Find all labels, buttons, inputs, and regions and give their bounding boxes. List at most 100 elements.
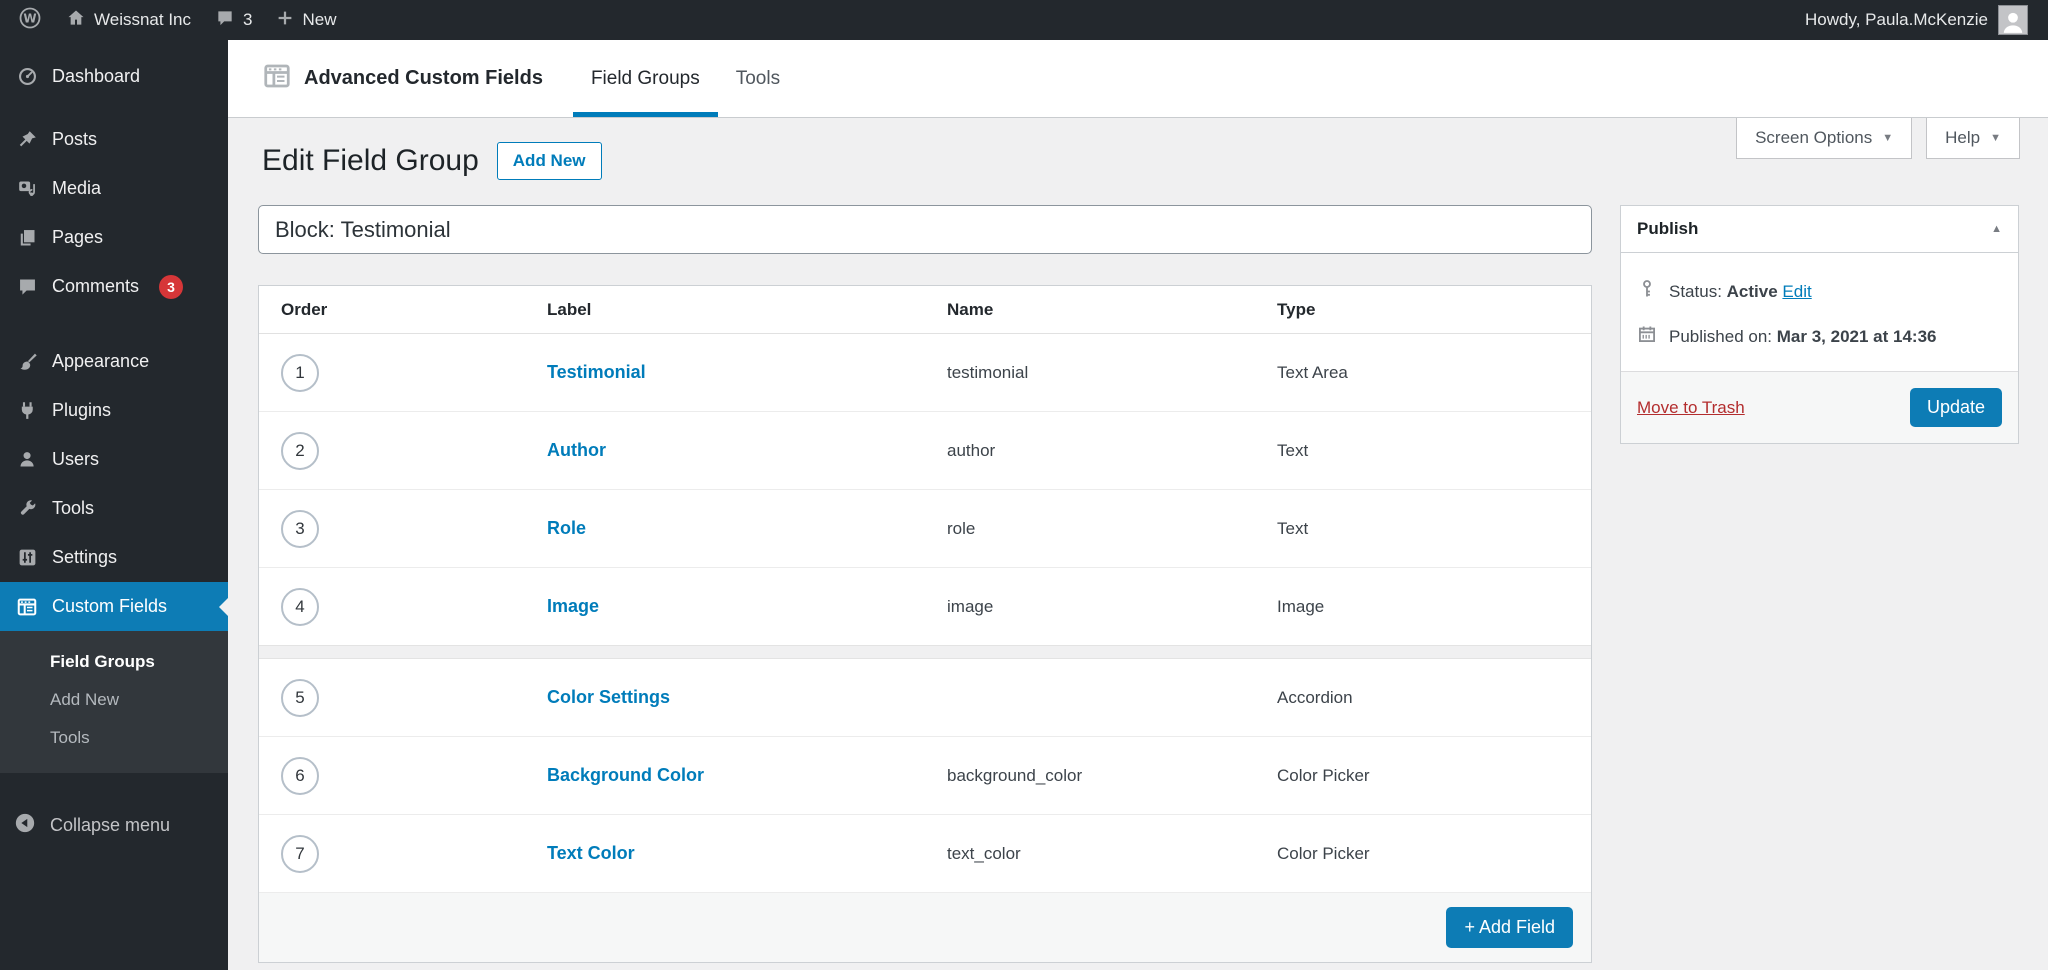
field-group-title-input[interactable] [258,205,1592,254]
publish-box-header[interactable]: Publish ▲ [1621,206,2018,253]
submenu-item-tools[interactable]: Tools [50,728,90,747]
pages-icon [16,227,38,249]
sidebar-item-label: Custom Fields [52,596,168,616]
tab-tools[interactable]: Tools [735,67,781,89]
status-value: Active [1726,281,1778,301]
paintbrush-icon [16,351,38,373]
admin-bar-account[interactable]: Howdy, Paula.McKenzie [1805,5,2032,35]
admin-bar: W Weissnat Inc 3 New Howdy, Paula.McKenz… [0,0,2048,40]
submenu-item-add-new[interactable]: Add New [50,690,119,709]
comments-badge: 3 [159,274,184,299]
add-field-button[interactable]: + Add Field [1446,907,1573,948]
field-label-link[interactable]: Role [547,518,587,538]
avatar[interactable] [1998,5,2028,35]
sidebar-item-label: Media [52,178,102,198]
field-name: image [947,596,994,616]
plus-icon [276,9,294,32]
sidebar-item-pages[interactable]: Pages [0,213,228,262]
order-handle[interactable]: 7 [281,834,319,873]
order-handle[interactable]: 6 [281,756,319,795]
field-name: background_color [947,765,1083,785]
howdy-text: Howdy, Paula.McKenzie [1805,10,1988,29]
move-to-trash-link[interactable]: Move to Trash [1637,397,1745,417]
site-name-link[interactable]: Weissnat Inc [54,0,203,40]
table-footer: + Add Field [259,893,1591,962]
table-row: 6 Background Color background_color Colo… [259,737,1591,815]
order-handle[interactable]: 1 [281,353,319,392]
collapse-menu-button[interactable]: Collapse menu [0,801,228,850]
field-label-link[interactable]: Background Color [547,765,705,785]
field-type: Text [1277,518,1309,538]
dashboard-icon [16,66,38,88]
sidebar-item-label: Pages [52,227,104,247]
status-row: Status: Active Edit [1637,279,2002,304]
comment-icon [215,8,235,33]
sidebar-item-label: Settings [52,547,118,567]
table-row: 1 Testimonial testimonial Text Area [259,334,1591,412]
sidebar-item-label: Plugins [52,400,112,420]
add-new-button[interactable]: Add New [496,142,602,180]
order-handle[interactable]: 2 [281,431,319,470]
sidebar-item-appearance[interactable]: Appearance [0,337,228,386]
published-value: Mar 3, 2021 at 14:36 [1776,326,1937,346]
acf-table-icon [262,61,292,96]
field-label-link[interactable]: Image [547,596,600,616]
table-row: 3 Role role Text [259,490,1591,568]
publish-box-body: Status: Active Edit Published on: Mar 3,… [1621,253,2018,371]
order-handle[interactable]: 5 [281,678,319,717]
sidebar-item-custom-fields[interactable]: Custom Fields [0,582,228,631]
calendar-icon [1637,324,1657,349]
plugin-icon [16,400,38,422]
sidebar-item-posts[interactable]: Posts [0,115,228,164]
sidebar-item-dashboard[interactable]: Dashboard [0,52,228,101]
sidebar-item-media[interactable]: Media [0,164,228,213]
admin-bar-comments[interactable]: 3 [203,0,264,40]
sidebar-item-tools[interactable]: Tools [0,484,228,533]
publish-box-footer: Move to Trash Update [1621,371,2018,443]
key-icon [1637,279,1657,304]
acf-header-bar: Advanced Custom Fields Field Groups Tool… [228,40,2048,118]
field-label-link[interactable]: Color Settings [547,687,671,707]
table-row: 5 Color Settings Accordion [259,659,1591,737]
screen-options-button[interactable]: Screen Options ▼ [1736,118,1913,159]
comments-count: 3 [243,10,253,29]
wordpress-menu[interactable]: W [16,0,54,40]
table-row: 4 Image image Image [259,568,1591,646]
submenu-item-field-groups[interactable]: Field Groups [50,652,155,671]
field-label-link[interactable]: Text Color [547,843,635,863]
sidebar-item-label: Comments [52,276,140,296]
field-name: testimonial [947,362,1029,382]
update-button[interactable]: Update [1909,388,2002,427]
order-handle[interactable]: 3 [281,509,319,548]
admin-bar-new[interactable]: New [264,0,348,40]
status-label: Status: [1669,281,1722,301]
page-heading-row: Edit Field Group Add New [262,142,602,180]
field-type: Color Picker [1277,765,1370,785]
collapse-menu-label: Collapse menu [50,815,171,835]
collapse-triangle-icon[interactable]: ▲ [1991,223,2002,235]
comment-icon [16,276,38,298]
sidebar-item-comments[interactable]: Comments 3 [0,262,228,311]
sidebar-item-plugins[interactable]: Plugins [0,386,228,435]
status-edit-link[interactable]: Edit [1782,281,1812,301]
order-handle[interactable]: 4 [281,587,319,626]
field-label-link[interactable]: Testimonial [547,362,646,382]
sliders-icon [16,547,38,569]
help-button[interactable]: Help ▼ [1926,118,2020,159]
column-header-type: Type [1277,299,1316,319]
media-icon [16,178,38,200]
field-label-link[interactable]: Author [547,440,606,460]
published-row: Published on: Mar 3, 2021 at 14:36 [1637,324,2002,349]
sidebar-item-label: Appearance [52,351,150,371]
sidebar-item-users[interactable]: Users [0,435,228,484]
field-type: Text Area [1277,362,1348,382]
publish-title: Publish [1637,219,1699,238]
published-label: Published on: [1669,326,1773,346]
tab-field-groups[interactable]: Field Groups [572,40,718,117]
help-label: Help [1945,128,1981,147]
field-type: Color Picker [1277,843,1370,863]
sidebar-item-settings[interactable]: Settings [0,533,228,582]
custom-fields-submenu: Field Groups Add New Tools [0,631,228,773]
new-label: New [302,10,337,29]
wrench-icon [16,498,38,520]
